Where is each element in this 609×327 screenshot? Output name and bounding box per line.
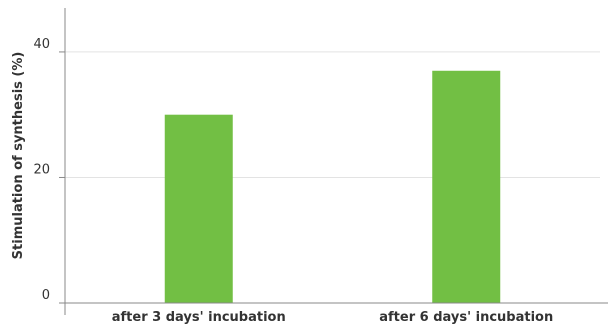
x-category-label-1: after 3 days' incubation [112,310,286,325]
x-category-label-2: after 6 days' incubation [379,310,553,325]
bar-1 [164,114,233,304]
y-axis-title: Stimulation of synthesis (%) [11,52,26,260]
y-tick-label-20: 20 [33,162,50,177]
y-tick-label-0: 0 [42,288,50,303]
axes [59,8,608,315]
gridlines [65,51,600,178]
bars [164,70,501,304]
labels: Stimulation of synthesis (%) 0 20 40 after … [11,37,553,325]
bar-2 [432,70,501,303]
y-tick-label-40: 40 [33,37,50,52]
